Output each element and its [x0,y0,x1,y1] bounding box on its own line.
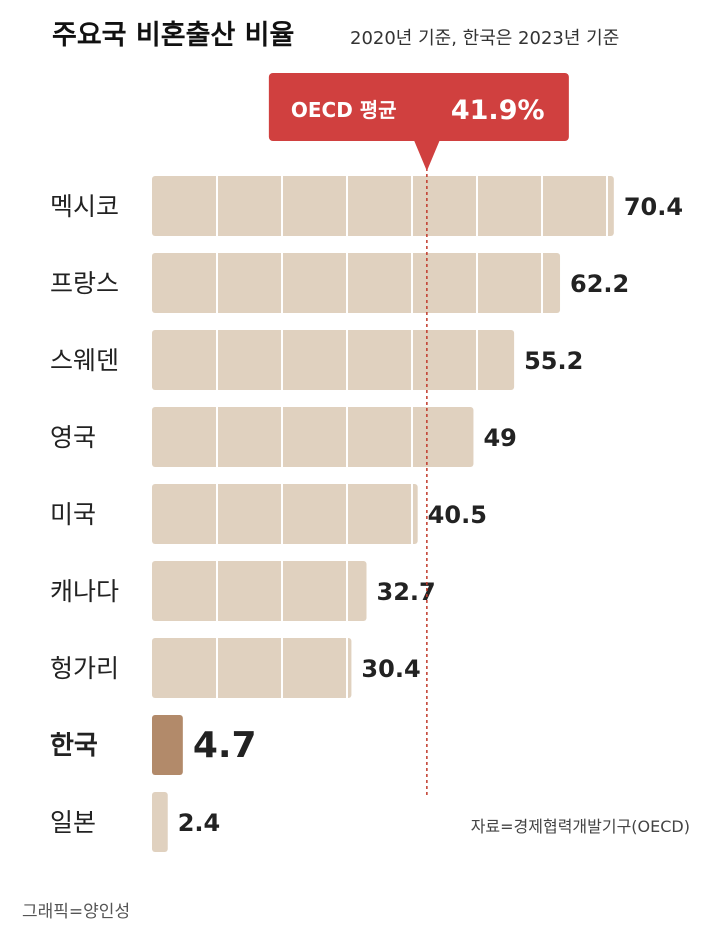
bar [152,638,352,698]
value-label: 70.4 [624,193,683,221]
value-label: 4.7 [193,725,257,766]
bar-chart: 주요국 비혼출산 비율 2020년 기준, 한국은 2023년 기준 멕시코 70… [50,20,690,852]
callout-box [268,73,569,141]
callout-tail [413,140,440,171]
chart-title: 주요국 비혼출산 비율 [52,20,294,51]
category-label: 프랑스 [50,269,119,298]
value-label: 49 [483,424,516,452]
category-label: 영국 [50,423,96,452]
category-label: 멕시코 [50,192,119,221]
bar [152,715,183,775]
value-label: 2.4 [178,809,221,837]
graphic-credit: 그래픽=양인성 [22,902,131,922]
category-label: 일본 [50,808,96,837]
category-label: 미국 [50,500,96,529]
bar [152,561,367,621]
value-label: 32.7 [377,578,436,606]
callout-label: OECD 평균 [291,98,397,122]
value-label: 62.2 [570,270,629,298]
category-label: 스웨덴 [50,346,119,375]
chart-subtitle: 2020년 기준, 한국은 2023년 기준 [350,28,619,49]
bars-group: 멕시코 70.4 프랑스 62.2 스웨덴 55.2 영국 49 미국 40.5 캐나다 32.7 헝가… [50,176,683,852]
category-label: 캐나다 [50,577,119,606]
bar [152,176,614,236]
bar [152,484,418,544]
callout-value: 41.9% [451,95,545,126]
category-label: 한국 [50,731,98,761]
category-label: 헝가리 [50,654,119,683]
value-label: 30.4 [361,655,420,683]
source-note: 자료=경제협력개발기구(OECD) [471,817,690,836]
bar [152,792,168,852]
bar [152,330,515,390]
bar [152,407,474,467]
oecd-callout: OECD 평균 41.9% [268,73,569,171]
value-label: 55.2 [524,347,583,375]
value-label: 40.5 [428,501,487,529]
bar [152,253,561,313]
